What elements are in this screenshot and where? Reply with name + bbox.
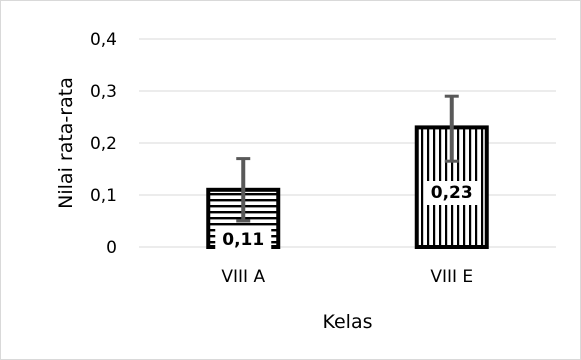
x-tick-label: VIII A — [221, 267, 265, 287]
y-tick-label: 0,4 — [90, 30, 117, 50]
y-tick-label: 0,3 — [90, 82, 117, 102]
y-axis-ticks: 0 0,1 0,2 0,3 0,4 — [90, 30, 117, 258]
data-label-background — [215, 228, 272, 252]
gridlines — [139, 38, 556, 248]
data-label: 0,11 — [222, 230, 264, 250]
y-axis-title: Nilai rata-rata — [55, 77, 77, 209]
x-axis-title: Kelas — [322, 311, 372, 333]
x-axis-ticks: VIII A VIII E — [221, 267, 473, 287]
data-label-background — [423, 181, 480, 205]
y-tick-label: 0,2 — [90, 134, 117, 154]
x-tick-label: VIII E — [430, 267, 473, 287]
bars: 0,11 0,23 — [206, 94, 489, 252]
y-tick-label: 0,1 — [90, 186, 117, 206]
data-label: 0,23 — [431, 183, 473, 203]
y-tick-label: 0 — [106, 238, 117, 258]
